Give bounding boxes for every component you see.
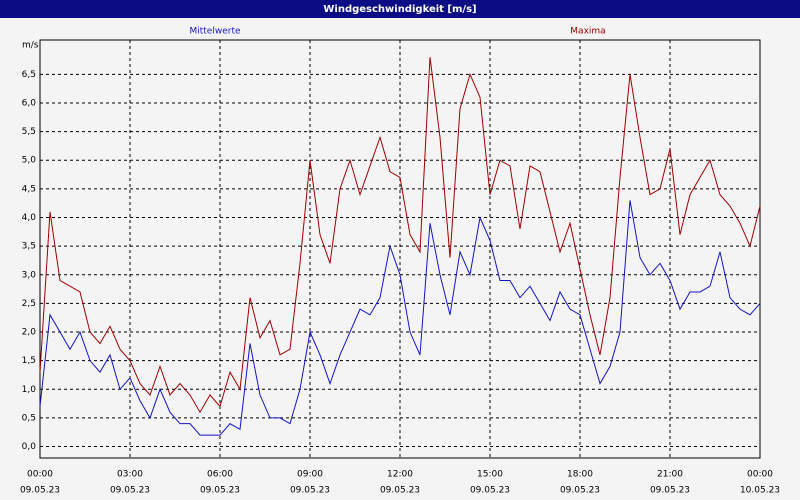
- y-tick-label: 2,0: [22, 328, 37, 338]
- x-tick-date: 10.05.23: [740, 486, 780, 496]
- title-bar: [0, 0, 800, 18]
- x-tick-label: 00:00: [747, 470, 773, 480]
- y-tick-label: 0,0: [22, 442, 37, 452]
- y-tick-label: 5,5: [22, 127, 36, 137]
- y-tick-label: 5,0: [22, 156, 37, 166]
- x-tick-label: 15:00: [477, 470, 503, 480]
- y-tick-label: 3,0: [22, 270, 37, 280]
- x-tick-date: 09.05.23: [470, 486, 510, 496]
- y-tick-label: 6,0: [22, 98, 37, 108]
- legend-entry: Maxima: [570, 27, 605, 37]
- x-tick-date: 09.05.23: [110, 486, 150, 496]
- y-tick-label: 4,0: [22, 213, 37, 223]
- x-tick-date: 09.05.23: [200, 486, 240, 496]
- x-tick-label: 12:00: [387, 470, 413, 480]
- y-tick-label: 6,5: [22, 70, 36, 80]
- legend-entry: Mittelwerte: [189, 27, 240, 37]
- chart-title: Windgeschwindigkeit [m/s]: [323, 4, 476, 15]
- x-tick-date: 09.05.23: [560, 486, 600, 496]
- x-tick-label: 18:00: [567, 470, 593, 480]
- data-line: [39, 200, 761, 436]
- x-tick-date: 09.05.23: [650, 486, 690, 496]
- x-tick-label: 09:00: [297, 470, 323, 480]
- y-tick-label: 1,0: [22, 385, 37, 395]
- y-tick-label: 0,5: [22, 413, 36, 423]
- y-tick-label: 2,5: [22, 299, 36, 309]
- x-tick-label: 00:00: [27, 470, 53, 480]
- x-tick-date: 09.05.23: [290, 486, 330, 496]
- y-axis-label: m/s: [22, 41, 39, 51]
- x-tick-label: 21:00: [657, 470, 683, 480]
- data-line: [39, 57, 761, 414]
- y-tick-label: 4,5: [22, 184, 36, 194]
- x-tick-label: 06:00: [207, 470, 233, 480]
- x-tick-date: 09.05.23: [20, 486, 60, 496]
- y-tick-label: 3,5: [22, 242, 36, 252]
- y-tick-label: 1,5: [22, 356, 36, 366]
- x-tick-label: 03:00: [117, 470, 143, 480]
- x-tick-date: 09.05.23: [380, 486, 420, 496]
